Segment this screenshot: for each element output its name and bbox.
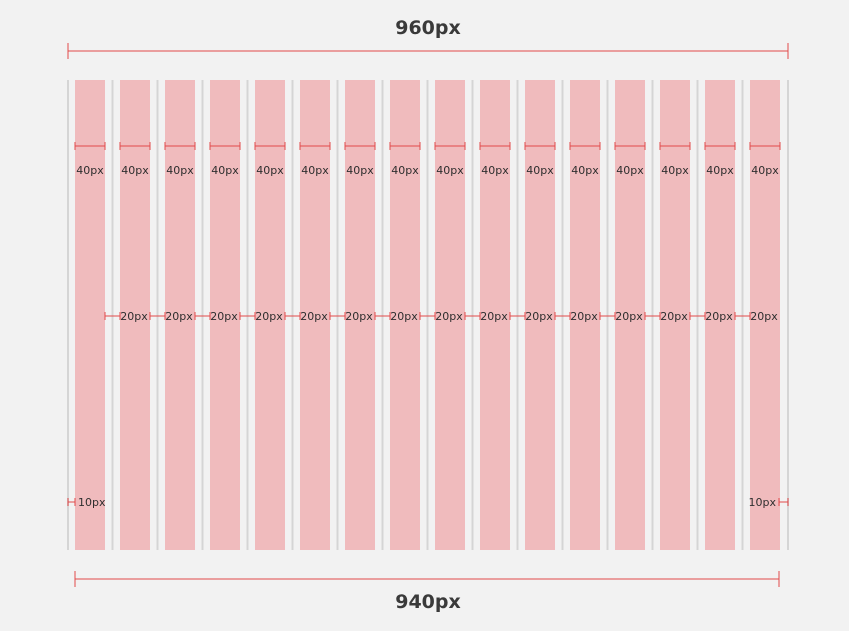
grid-column <box>480 80 510 550</box>
gutter-label: 20px <box>750 310 778 323</box>
margin-label-right: 10px <box>749 496 777 509</box>
gutter-label: 20px <box>480 310 508 323</box>
grid-guides <box>67 80 789 550</box>
column-width-label: 40px <box>346 164 374 177</box>
gutter-label: 20px <box>525 310 553 323</box>
gutter-label: 20px <box>390 310 418 323</box>
column-width-label: 40px <box>706 164 734 177</box>
gutter-label: 20px <box>300 310 328 323</box>
grid-columns <box>75 80 780 550</box>
grid-column <box>750 80 780 550</box>
grid-measurements: 40px 40px 20px 40px 20px 40px 20px 40px 20px 40px… <box>67 142 789 509</box>
column-width-label: 40px <box>616 164 644 177</box>
grid-column <box>300 80 330 550</box>
gutter-label: 20px <box>120 310 148 323</box>
bottom-width-label: 940px <box>395 591 461 613</box>
column-width-label: 40px <box>301 164 329 177</box>
column-width-label: 40px <box>436 164 464 177</box>
top-width-dimension: 960px <box>67 17 789 59</box>
grid-column <box>615 80 645 550</box>
column-width-label: 40px <box>661 164 689 177</box>
grid-column <box>255 80 285 550</box>
gutter-label: 20px <box>435 310 463 323</box>
column-width-label: 40px <box>256 164 284 177</box>
bottom-width-dimension: 940px <box>74 571 780 613</box>
grid-column <box>435 80 465 550</box>
gutter-label: 20px <box>345 310 373 323</box>
gutter-label: 20px <box>570 310 598 323</box>
column-width-label: 40px <box>571 164 599 177</box>
top-width-label: 960px <box>395 17 461 39</box>
grid-column <box>390 80 420 550</box>
grid-column <box>120 80 150 550</box>
column-width-label: 40px <box>391 164 419 177</box>
grid-column <box>705 80 735 550</box>
column-width-label: 40px <box>76 164 104 177</box>
column-width-label: 40px <box>751 164 779 177</box>
gutter-label: 20px <box>615 310 643 323</box>
grid-column <box>660 80 690 550</box>
grid-column <box>210 80 240 550</box>
grid-column <box>345 80 375 550</box>
margin-label-left: 10px <box>78 496 106 509</box>
grid-column <box>570 80 600 550</box>
column-width-label: 40px <box>166 164 194 177</box>
column-width-label: 40px <box>526 164 554 177</box>
gutter-label: 20px <box>210 310 238 323</box>
column-width-label: 40px <box>481 164 509 177</box>
column-width-label: 40px <box>121 164 149 177</box>
gutter-label: 20px <box>705 310 733 323</box>
column-width-label: 40px <box>211 164 239 177</box>
grid-column <box>165 80 195 550</box>
grid-column <box>75 80 105 550</box>
gutter-label: 20px <box>660 310 688 323</box>
grid-column <box>525 80 555 550</box>
gutter-label: 20px <box>255 310 283 323</box>
gutter-label: 20px <box>165 310 193 323</box>
